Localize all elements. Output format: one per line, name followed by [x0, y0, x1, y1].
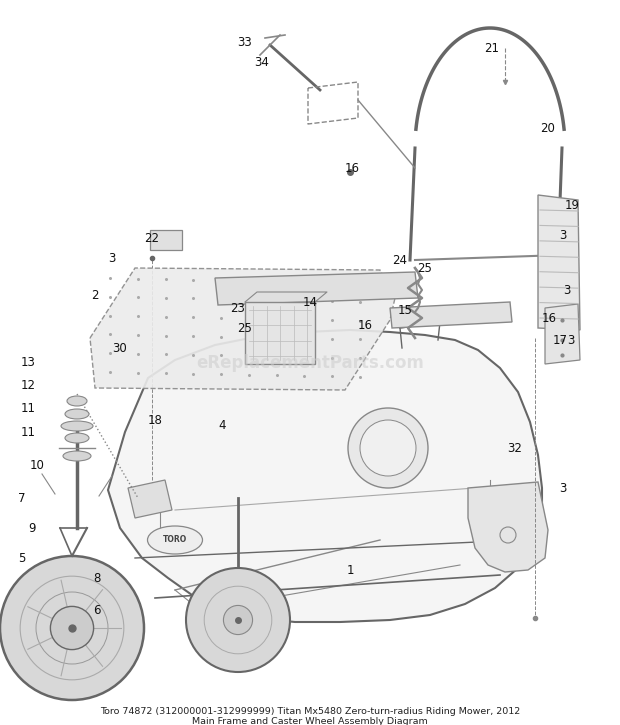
- Text: 4: 4: [218, 418, 226, 431]
- Text: 30: 30: [113, 341, 127, 355]
- Polygon shape: [90, 268, 395, 390]
- Ellipse shape: [63, 451, 91, 461]
- Polygon shape: [215, 272, 418, 305]
- Ellipse shape: [67, 396, 87, 406]
- Ellipse shape: [61, 421, 93, 431]
- Text: 32: 32: [508, 442, 523, 455]
- Ellipse shape: [65, 433, 89, 443]
- Text: 15: 15: [397, 304, 412, 317]
- Text: 25: 25: [417, 262, 432, 275]
- Text: 3: 3: [559, 228, 567, 241]
- Text: 3: 3: [108, 252, 116, 265]
- Polygon shape: [545, 304, 580, 364]
- Text: 6: 6: [93, 603, 100, 616]
- Text: 5: 5: [19, 552, 25, 565]
- Text: 20: 20: [541, 122, 556, 135]
- Text: 34: 34: [255, 56, 270, 68]
- Text: 33: 33: [237, 36, 252, 49]
- Text: 3: 3: [567, 334, 575, 347]
- Bar: [150, 230, 182, 250]
- Text: 10: 10: [30, 458, 45, 471]
- Polygon shape: [128, 480, 172, 518]
- Text: 25: 25: [237, 321, 252, 334]
- Text: 12: 12: [20, 378, 35, 392]
- Text: Main Frame and Caster Wheel Assembly Diagram: Main Frame and Caster Wheel Assembly Dia…: [192, 716, 428, 725]
- Text: Toro 74872 (312000001-312999999) Titan Mx5480 Zero-turn-radius Riding Mower, 201: Toro 74872 (312000001-312999999) Titan M…: [100, 706, 520, 716]
- Text: 11: 11: [20, 402, 35, 415]
- Text: 11: 11: [20, 426, 35, 439]
- Text: 24: 24: [392, 254, 407, 267]
- Polygon shape: [108, 330, 542, 622]
- Text: 9: 9: [29, 521, 36, 534]
- Ellipse shape: [65, 409, 89, 419]
- Polygon shape: [468, 482, 548, 572]
- Text: 22: 22: [144, 231, 159, 244]
- Circle shape: [50, 606, 94, 650]
- Text: eReplacementParts.com: eReplacementParts.com: [196, 354, 424, 371]
- Text: 16: 16: [345, 162, 360, 175]
- Text: 3: 3: [564, 283, 570, 297]
- Text: 2: 2: [91, 289, 99, 302]
- Text: 21: 21: [484, 41, 500, 54]
- Text: 17: 17: [552, 334, 567, 347]
- Ellipse shape: [148, 526, 203, 554]
- Text: 23: 23: [231, 302, 246, 315]
- Text: 16: 16: [358, 318, 373, 331]
- Text: 16: 16: [541, 312, 557, 325]
- Text: 18: 18: [148, 413, 162, 426]
- Circle shape: [186, 568, 290, 672]
- Circle shape: [348, 408, 428, 488]
- Text: 8: 8: [94, 571, 100, 584]
- Text: 3: 3: [559, 481, 567, 494]
- Text: 19: 19: [564, 199, 580, 212]
- Text: 14: 14: [303, 296, 317, 309]
- Circle shape: [360, 420, 416, 476]
- Text: TORO: TORO: [163, 536, 187, 544]
- Text: 1: 1: [346, 563, 354, 576]
- Text: 13: 13: [20, 355, 35, 368]
- Circle shape: [223, 605, 252, 634]
- Text: 7: 7: [18, 492, 26, 505]
- Circle shape: [0, 556, 144, 700]
- Bar: [245, 302, 315, 364]
- Polygon shape: [390, 302, 512, 328]
- Polygon shape: [538, 195, 580, 330]
